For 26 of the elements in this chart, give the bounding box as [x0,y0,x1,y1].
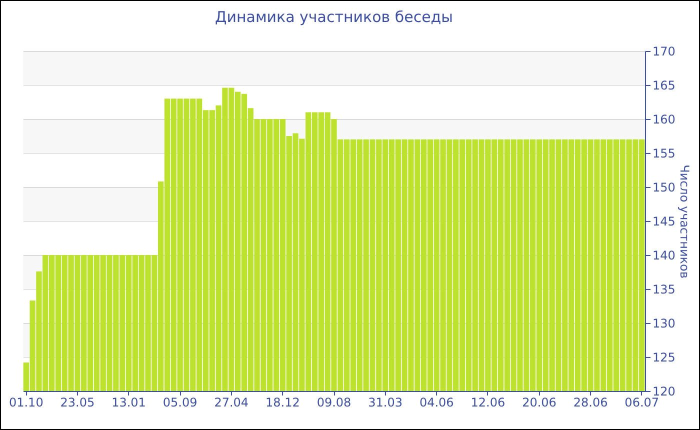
y-tick-label: 120 [652,384,676,398]
y-tick-label: 160 [652,112,676,126]
y-tick-label: 125 [652,350,676,364]
y-tick-label: 165 [652,78,676,92]
x-tick-label: 05.09 [162,396,198,410]
y-tick-label: 155 [652,146,676,160]
x-tick-label: 23.05 [60,396,95,410]
y-tick-label: 130 [652,316,676,330]
x-tick-label: 06.07 [624,396,660,410]
x-tick-label: 13.01 [112,396,146,410]
x-tick-label: 01.10 [8,396,44,410]
x-tick-label: 27.04 [214,396,249,410]
x-tick-label: 04.06 [419,396,454,410]
x-tick-label: 18.12 [266,396,300,410]
x-tick-label: 09.08 [316,396,352,410]
y-tick-label: 150 [652,180,676,194]
x-tick-label: 31.03 [368,396,402,410]
y-tick-label: 135 [652,282,676,296]
x-tick-label: 12.06 [470,396,506,410]
y-tick-label: 140 [652,248,676,262]
x-tick-label: 20.06 [522,396,556,410]
y-tick-label: 145 [652,214,676,228]
y-axis-title: Число участников [677,164,692,278]
y-tick-label: 170 [652,44,676,58]
x-tick-label: 28.06 [573,396,608,410]
chart-title: Динамика участников беседы [214,8,454,26]
